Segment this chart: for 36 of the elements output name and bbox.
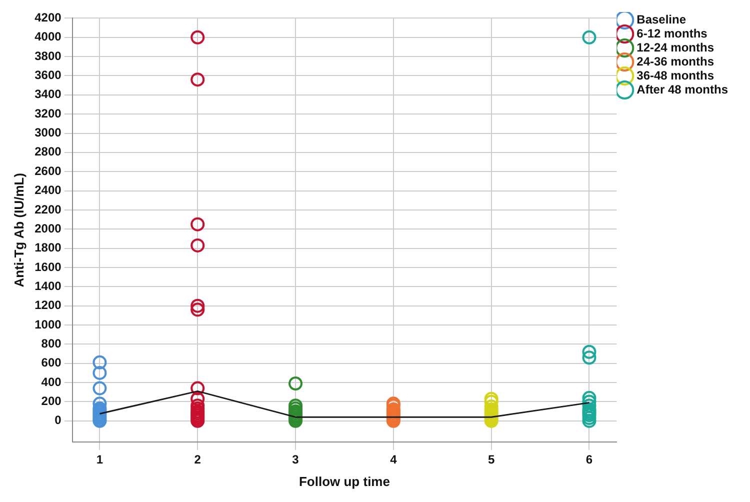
y-tick-label: 2600 [34, 164, 62, 178]
y-tick-label: 400 [41, 374, 62, 389]
y-tick-label: 4200 [34, 10, 62, 25]
x-tick-label: 2 [194, 452, 202, 467]
y-tick-label: 2000 [34, 221, 62, 236]
legend-label: 12-24 months [636, 40, 714, 54]
y-tick-label: 1400 [34, 278, 62, 293]
x-tick-label: 6 [586, 452, 593, 467]
y-tick-label: 200 [41, 394, 62, 408]
legend-label: Baseline [636, 12, 686, 26]
y-tick-label: 600 [41, 356, 62, 370]
legend-label: After 48 months [636, 82, 728, 96]
y-tick-label: 2200 [34, 202, 62, 216]
y-tick-label: 0 [54, 413, 62, 428]
y-tick-label: 1800 [34, 240, 62, 255]
y-tick-label: 3600 [34, 68, 62, 82]
x-axis-title: Follow up time [298, 474, 390, 489]
y-tick-label: 1000 [34, 317, 62, 332]
y-tick-label: 3400 [34, 87, 62, 102]
y-tick-label: 800 [41, 336, 62, 351]
x-tick-label: 1 [96, 452, 104, 467]
x-tick-label: 3 [292, 452, 300, 467]
legend-label: 36-48 months [636, 68, 714, 82]
y-tick-label: 1600 [34, 260, 62, 274]
y-axis-title: Anti-Tg Ab (IU/mL) [11, 172, 26, 288]
y-tick-label: 2800 [34, 144, 62, 159]
y-tick-label: 3800 [34, 48, 62, 63]
y-tick-label: 2400 [34, 183, 62, 198]
y-tick-label: 3000 [34, 126, 62, 140]
y-tick-label: 1200 [34, 298, 62, 312]
y-tick-label: 4000 [34, 30, 62, 44]
legend-label: 24-36 months [636, 54, 714, 68]
y-tick-label: 3200 [34, 106, 62, 120]
x-tick-label: 5 [488, 452, 495, 467]
legend-label: 6-12 months [636, 26, 708, 40]
x-tick-label: 4 [390, 452, 398, 467]
